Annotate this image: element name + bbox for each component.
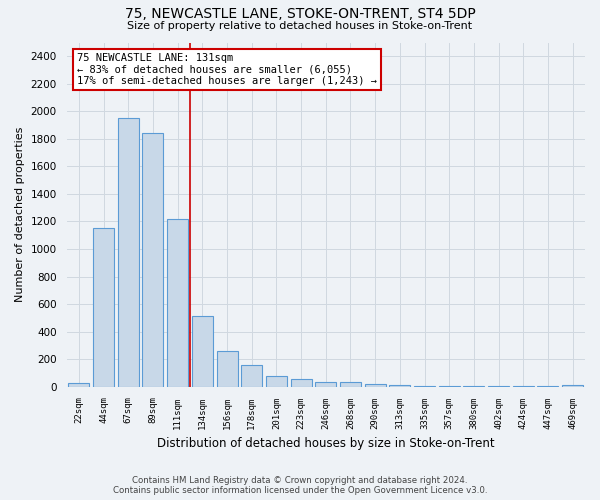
Text: Size of property relative to detached houses in Stoke-on-Trent: Size of property relative to detached ho… xyxy=(127,21,473,31)
Bar xyxy=(217,351,238,386)
Bar xyxy=(68,384,89,386)
Bar xyxy=(315,382,336,386)
Text: 75 NEWCASTLE LANE: 131sqm
← 83% of detached houses are smaller (6,055)
17% of se: 75 NEWCASTLE LANE: 131sqm ← 83% of detac… xyxy=(77,53,377,86)
Bar xyxy=(118,118,139,386)
Text: Contains HM Land Registry data © Crown copyright and database right 2024.
Contai: Contains HM Land Registry data © Crown c… xyxy=(113,476,487,495)
Bar xyxy=(562,384,583,386)
Bar xyxy=(167,218,188,386)
Text: 75, NEWCASTLE LANE, STOKE-ON-TRENT, ST4 5DP: 75, NEWCASTLE LANE, STOKE-ON-TRENT, ST4 … xyxy=(125,8,475,22)
Y-axis label: Number of detached properties: Number of detached properties xyxy=(15,127,25,302)
Bar xyxy=(340,382,361,386)
X-axis label: Distribution of detached houses by size in Stoke-on-Trent: Distribution of detached houses by size … xyxy=(157,437,494,450)
Bar xyxy=(93,228,114,386)
Bar xyxy=(365,384,386,386)
Bar xyxy=(142,134,163,386)
Bar xyxy=(266,376,287,386)
Bar xyxy=(192,316,213,386)
Bar xyxy=(241,366,262,386)
Bar xyxy=(290,379,311,386)
